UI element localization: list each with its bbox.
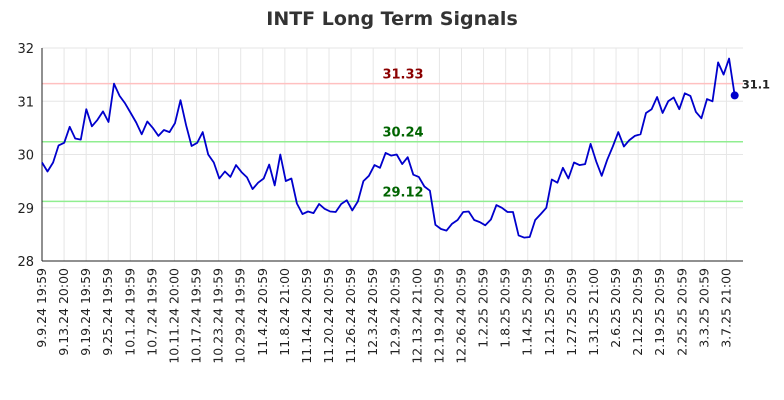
y-tick-label: 29 — [17, 202, 34, 217]
x-tick-label: 10.11.24 20:00 — [166, 268, 181, 364]
x-tick-label: 11.26.24 20:59 — [343, 268, 358, 364]
x-tick-label: 2.19.25 20:59 — [652, 268, 667, 356]
x-tick-label: 12.19.24 20:59 — [431, 268, 446, 364]
x-tick-label: 12.3.24 20:59 — [365, 268, 380, 356]
x-tick-label: 11.4.24 20:59 — [255, 268, 270, 356]
x-tick-label: 1.31.25 21:00 — [586, 268, 601, 356]
x-tick-label: 11.8.24 21:00 — [277, 268, 292, 356]
y-tick-label: 30 — [17, 149, 34, 164]
x-tick-label: 10.7.24 19:59 — [144, 268, 159, 356]
x-tick-label: 9.25.24 19:59 — [100, 268, 115, 356]
resistance-label: 31.33 — [382, 68, 423, 83]
price-line — [41, 57, 736, 239]
x-tick-label: 2.6.25 20:59 — [608, 268, 623, 348]
x-tick-label: 10.1.24 19:59 — [122, 268, 137, 356]
x-tick-label: 1.8.25 20:59 — [498, 268, 513, 348]
last-price-point — [730, 91, 739, 100]
x-tick-label: 9.19.24 19:59 — [78, 268, 93, 356]
x-tick-label: 1.21.25 20:59 — [542, 268, 557, 356]
axes — [41, 48, 743, 262]
x-tick-labels: 9.9.24 19:59 9.13.24 20:00 9.19.24 19:59 9.… — [34, 268, 733, 364]
x-tick-label: 1.2.25 20:59 — [476, 268, 491, 348]
x-tick-label: 1.14.25 20:59 — [520, 268, 535, 356]
x-tick-label: 11.14.24 20:59 — [299, 268, 314, 364]
x-tick-label: 12.9.24 20:59 — [387, 268, 402, 356]
y-tick-label: 28 — [17, 255, 34, 270]
x-tick-label: 10.23.24 19:59 — [211, 268, 226, 364]
x-tick-label: 9.13.24 20:00 — [56, 268, 71, 356]
x-tick-label: 1.27.25 20:59 — [564, 268, 579, 356]
x-tick-label: 3.7.25 21:00 — [718, 268, 733, 348]
y-tick-label: 32 — [17, 42, 34, 57]
last-price-label: 31.1 — [742, 77, 770, 91]
signal-lines — [42, 82, 743, 203]
x-tick-label: 9.9.24 19:59 — [34, 268, 49, 348]
x-tick-label: 12.13.24 21:00 — [409, 268, 424, 364]
price-series — [41, 57, 739, 239]
x-tick-label: 10.29.24 19:59 — [233, 268, 248, 364]
annotations: 31.33 30.24 29.12 31.1 — [382, 68, 770, 201]
x-tick-label: 11.20.24 20:59 — [321, 268, 336, 364]
y-tick-label: 31 — [17, 95, 34, 110]
support-label: 30.24 — [382, 126, 423, 141]
chart-title: INTF Long Term Signals — [266, 8, 518, 30]
support-label: 29.12 — [382, 185, 423, 200]
x-tick-label: 3.3.25 20:59 — [696, 268, 711, 348]
x-tick-label: 10.17.24 19:59 — [189, 268, 204, 364]
x-tick-label: 12.26.24 20:59 — [453, 268, 468, 364]
y-tick-labels: 28 29 30 31 32 — [17, 42, 34, 270]
x-tick-label: 2.25.25 20:59 — [674, 268, 689, 356]
x-tick-label: 2.12.25 20:59 — [630, 268, 645, 356]
